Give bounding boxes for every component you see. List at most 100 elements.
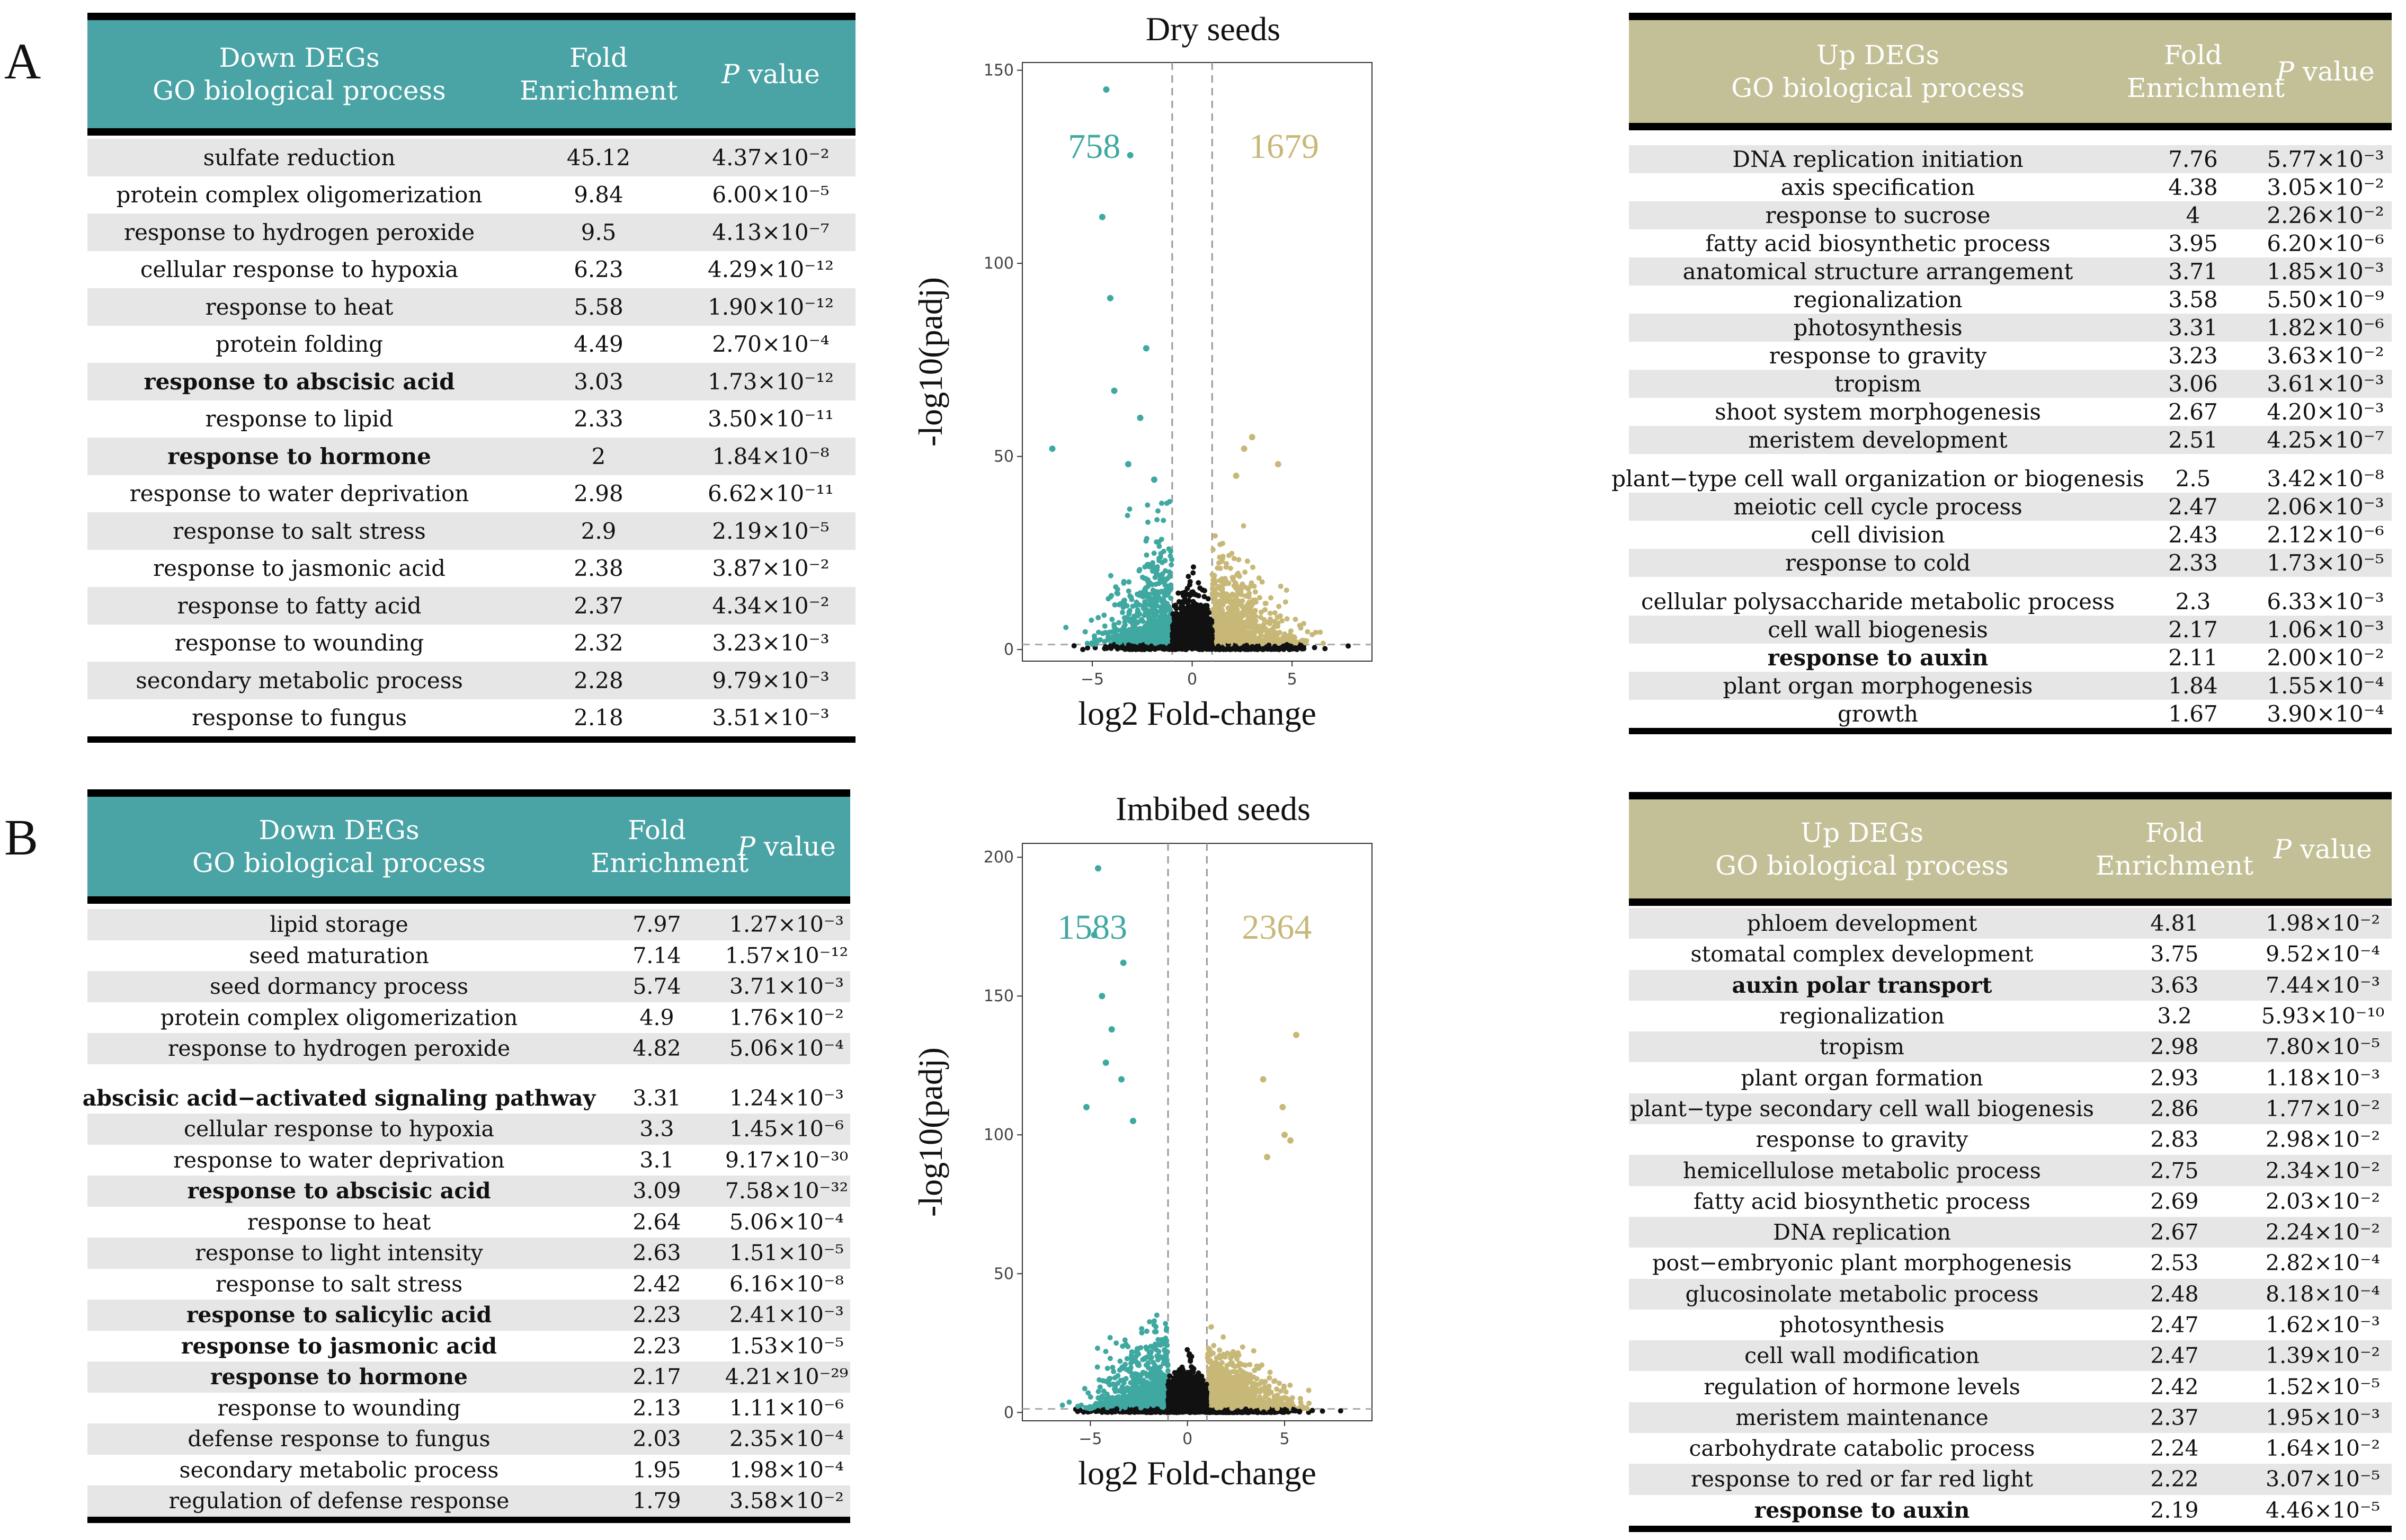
- go-term: response to water deprivation: [173, 1147, 505, 1173]
- down-point: [1099, 213, 1106, 220]
- down-point: [1103, 86, 1110, 93]
- p-value: 1.06×10⁻³: [2267, 617, 2384, 643]
- header-title: Up DEGs: [1816, 40, 1940, 70]
- go-term: response to lipid: [205, 406, 394, 432]
- data-point: [1144, 552, 1149, 558]
- table-row: response to light intensity 2.63 1.51×10⁻⁵: [87, 1238, 850, 1269]
- fold-enrichment: 3.75: [2150, 941, 2199, 967]
- data-point: [1127, 608, 1133, 613]
- fold-enrichment: 9.84: [574, 182, 623, 208]
- go-term: post−embryonic plant morphogenesis: [1652, 1250, 2072, 1276]
- go-term: axis specification: [1780, 174, 1975, 200]
- fold-enrichment: 4: [2186, 202, 2200, 228]
- go-term: response to water deprivation: [129, 480, 469, 507]
- data-point: [1128, 594, 1134, 600]
- go-term: response to hydrogen peroxide: [167, 1036, 511, 1062]
- down-point: [1049, 446, 1056, 452]
- header-fold: Fold: [569, 42, 628, 73]
- data-point: [1142, 564, 1148, 570]
- data-point: [1153, 640, 1159, 646]
- data-point: [1112, 602, 1118, 608]
- data-point: [1271, 624, 1277, 630]
- data-point: [1238, 620, 1244, 626]
- data-point: [1190, 564, 1196, 570]
- data-point: [1140, 604, 1146, 610]
- table-row: plant organ formation 2.93 1.18×10⁻³: [1629, 1062, 2392, 1093]
- go-term: seed dormancy process: [209, 974, 469, 1000]
- go-term: hemicellulose metabolic process: [1683, 1158, 2041, 1183]
- p-value: 9.17×10⁻³⁰: [725, 1147, 849, 1173]
- fold-enrichment: 2.64: [632, 1209, 681, 1235]
- p-value: 3.58×10⁻²: [729, 1488, 844, 1514]
- p-value: 6.00×10⁻⁵: [712, 182, 830, 208]
- go-term: meristem development: [1748, 427, 2008, 453]
- data-point: [1312, 645, 1317, 651]
- data-point: [1190, 570, 1196, 576]
- p-value: 9.52×10⁻⁴: [2266, 941, 2380, 967]
- data-point: [1213, 578, 1218, 584]
- data-point: [1108, 573, 1113, 578]
- x-axis-label: log2 Fold-change: [1078, 695, 1316, 732]
- point-cloud: [1059, 1312, 1343, 1416]
- data-point: [1161, 518, 1166, 523]
- data-point: [1125, 513, 1130, 519]
- data-point: [1165, 1368, 1171, 1374]
- data-point: [1150, 606, 1156, 611]
- p-value: 1.24×10⁻³: [729, 1085, 844, 1111]
- table-row: photosynthesis 3.31 1.82×10⁻⁶: [1629, 314, 2392, 342]
- fold-enrichment: 1.95: [632, 1457, 681, 1483]
- data-point: [1066, 1399, 1072, 1405]
- header-p: P: [2274, 833, 2292, 865]
- data-point: [1227, 600, 1233, 606]
- data-point: [1252, 589, 1258, 595]
- data-point: [1216, 646, 1222, 652]
- fold-enrichment: 2.38: [574, 555, 623, 582]
- data-point: [1135, 607, 1140, 613]
- data-point: [1104, 630, 1110, 636]
- go-term: seed maturation: [249, 942, 429, 968]
- data-point: [1161, 576, 1167, 582]
- data-point: [1238, 615, 1244, 620]
- data-point: [1230, 605, 1236, 611]
- data-point: [1168, 585, 1174, 591]
- data-point: [1101, 612, 1107, 618]
- data-point: [1144, 536, 1149, 541]
- data-point: [1245, 586, 1251, 592]
- header-pvalue: value: [2300, 833, 2372, 865]
- data-point: [1171, 634, 1177, 640]
- table-row: lipid storage 7.97 1.27×10⁻³: [87, 909, 850, 940]
- data-point: [1153, 612, 1159, 618]
- go-term: response to wounding: [174, 630, 424, 656]
- data-point: [1148, 1367, 1154, 1373]
- p-value: 5.06×10⁻⁴: [729, 1036, 844, 1062]
- p-value: 2.06×10⁻³: [2267, 494, 2384, 520]
- data-point: [1257, 635, 1262, 640]
- data-point: [1152, 645, 1158, 651]
- go-term: protein folding: [215, 331, 384, 358]
- data-point: [1080, 647, 1086, 653]
- table-row: response to sucrose 4 2.26×10⁻²: [1629, 201, 2392, 229]
- data-point: [1261, 617, 1267, 622]
- fold-enrichment: 2.22: [2150, 1466, 2199, 1492]
- fold-enrichment: 2.37: [574, 592, 623, 619]
- fold-enrichment: 9.5: [581, 219, 617, 245]
- panel-letter-b: B: [4, 809, 39, 866]
- data-point: [1126, 579, 1132, 585]
- data-point: [1240, 581, 1245, 587]
- go-term: response to fungus: [191, 705, 407, 731]
- header-enrichment: Enrichment: [591, 848, 749, 878]
- table-row: stomatal complex development 3.75 9.52×10⁻…: [1629, 939, 2392, 969]
- table-row: response to hydrogen peroxide 4.82 5.06×10…: [87, 1033, 850, 1064]
- up-point: [1233, 473, 1240, 479]
- data-point: [1238, 586, 1244, 592]
- data-point: [1111, 1369, 1117, 1375]
- data-point: [1173, 606, 1179, 611]
- data-point: [1261, 626, 1267, 631]
- data-point: [1278, 583, 1284, 589]
- data-point: [1162, 582, 1168, 588]
- fold-enrichment: 3.1: [639, 1147, 674, 1173]
- plot-a-title: Dry seeds: [1145, 10, 1281, 48]
- go-term: tropism: [1834, 371, 1921, 397]
- data-point: [1247, 602, 1253, 608]
